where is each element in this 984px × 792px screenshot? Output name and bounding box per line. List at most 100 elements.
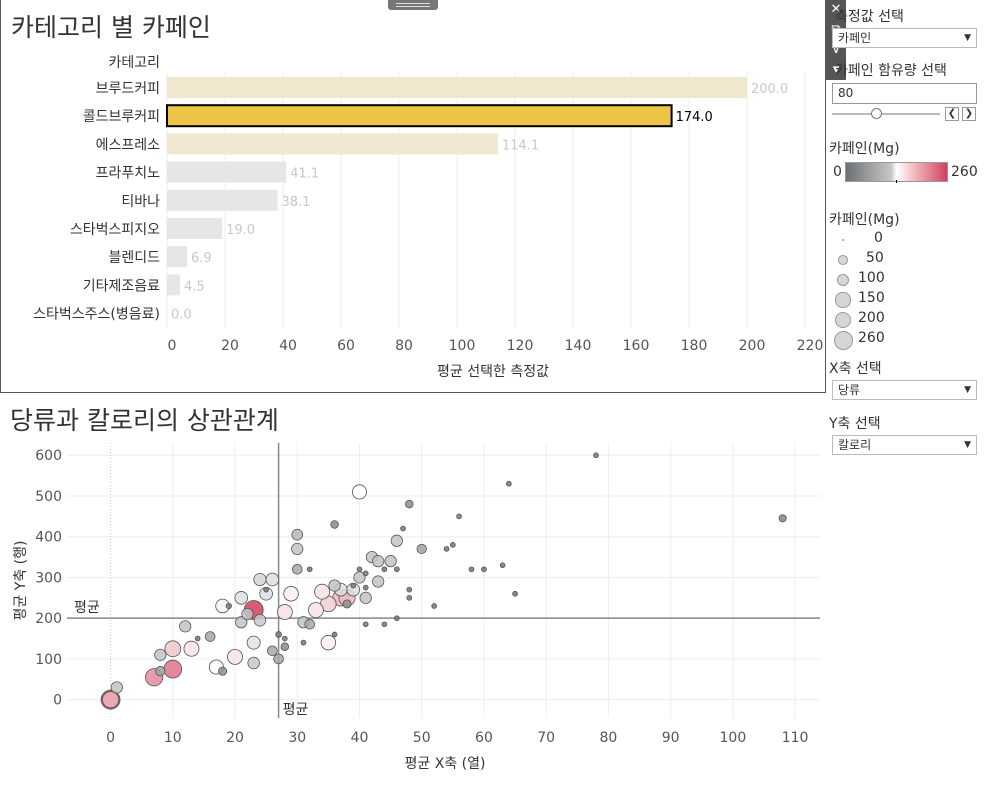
scatter-y-tick-label: 100 (35, 652, 62, 668)
scatter-point (362, 621, 369, 628)
y-axis-dropdown-value: 칼로리 (838, 438, 872, 452)
scatter-point (456, 513, 462, 520)
scatter-point (253, 613, 267, 627)
scatter-y-tick-label: 400 (35, 530, 62, 546)
bar-value-label: 4.5 (184, 279, 205, 294)
scatter-point (512, 590, 518, 597)
bar (166, 104, 673, 128)
size-legend-item: 150 (829, 290, 979, 310)
scatter-chart: 0 100 200 300 400 500 600 0 10 20 30 40 50 60 70 80 90 10… (13, 443, 820, 772)
bar-x-tick-label: 100 (449, 338, 476, 354)
size-legend-value: 0 (874, 230, 883, 246)
scatter-point (506, 480, 512, 487)
bar-x-tick-label: 120 (507, 338, 534, 354)
scatter-point (300, 639, 307, 646)
caffeine-slider-thumb[interactable] (871, 108, 882, 119)
scatter-point (306, 566, 313, 573)
scatter-x-tick-label: 60 (475, 730, 493, 746)
scatter-point (372, 575, 385, 588)
bar-chart: 카테고리 0 20 40 60 80 100 120 140 160 180 200 220 평균 선택한… (33, 55, 824, 380)
scatter-x-tick-label: 20 (226, 730, 244, 746)
scatter-point (241, 608, 254, 621)
bar-category-label: 브루드커피 (96, 81, 160, 97)
scatter-point (265, 572, 280, 587)
scatter-point (183, 640, 200, 657)
scatter-point (235, 616, 248, 629)
scatter-point (443, 546, 450, 552)
scatter-x-tick-label: 30 (288, 730, 306, 746)
scatter-point (154, 648, 167, 661)
scatter-point (593, 452, 599, 459)
drag-handle-icon[interactable] (388, 0, 438, 10)
caffeine-filter-label: 카페인 함유량 선택 (835, 63, 947, 79)
scatter-x-tick-label: 40 (351, 730, 369, 746)
scatter-point (406, 586, 413, 593)
scatter-y-tick-label: 300 (35, 570, 62, 586)
scatter-point (163, 659, 183, 679)
color-legend-max: 260 (951, 164, 978, 180)
scatter-point (390, 534, 403, 547)
color-legend-title: 카페인(Mg) (829, 141, 900, 157)
scatter-point (291, 528, 304, 541)
bar-value-label: 200.0 (751, 82, 788, 97)
chevron-right-icon[interactable]: ❯ (962, 107, 976, 121)
bar-category-label: 콜드브루커피 (83, 109, 160, 125)
size-legend-item: 200 (829, 310, 979, 330)
scatter-point (320, 634, 337, 651)
filter-icon[interactable]: ⊽ (831, 42, 841, 57)
bar-x-tick-label: 220 (797, 338, 824, 354)
scatter-ref-y-label: 평균 (74, 600, 100, 616)
scatter-point (304, 619, 315, 630)
scatter-point (314, 583, 331, 600)
bar-value-label: 38.1 (281, 195, 310, 210)
size-legend-circle (835, 292, 851, 308)
scatter-x-tick-label: 70 (537, 730, 555, 746)
bar-x-tick-label: 60 (337, 338, 355, 354)
scatter-point (247, 656, 260, 670)
bar-category-label: 기타제조음료 (83, 278, 160, 294)
caffeine-filter-input[interactable]: 80 (832, 83, 977, 104)
more-icon[interactable]: ▾ (832, 62, 840, 77)
scatter-point (263, 586, 269, 593)
scatter-point (102, 691, 120, 709)
scatter-x-tick-label: 0 (106, 730, 115, 746)
scatter-point (276, 604, 293, 621)
scatter-point (362, 570, 369, 577)
size-legend-circle (836, 273, 850, 287)
scatter-point (164, 640, 182, 658)
scatter-point (280, 642, 290, 651)
scatter-point (227, 648, 243, 665)
scatter-point (275, 631, 282, 638)
bar-x-tick-label: 80 (395, 338, 413, 354)
scatter-point (273, 653, 284, 665)
bar-x-tick-label: 0 (168, 338, 177, 354)
scatter-point (283, 586, 299, 602)
scatter-point (291, 542, 304, 556)
scatter-point (291, 564, 303, 575)
bar-category-label: 스타벅스피지오 (70, 222, 160, 238)
scatter-point (179, 620, 192, 633)
bar-value-label: 6.9 (191, 251, 212, 266)
x-axis-dropdown[interactable]: 당류 ▼ (832, 380, 977, 400)
measure-label: 측정값 선택 (835, 9, 904, 25)
scatter-point (362, 584, 369, 591)
measure-dropdown[interactable]: 카페인 ▼ (832, 28, 977, 48)
scatter-point (331, 631, 338, 638)
scatter-point (253, 572, 267, 587)
bar-x-tick-label: 140 (565, 338, 592, 354)
close-icon[interactable]: ✕ (830, 2, 842, 17)
scatter-point (393, 615, 400, 622)
scatter-point (778, 514, 787, 523)
scatter-x-tick-label: 110 (782, 730, 809, 746)
caffeine-slider-track[interactable] (832, 113, 940, 115)
scatter-point (359, 591, 372, 604)
chevron-left-icon[interactable]: ❮ (945, 107, 959, 121)
bar (167, 189, 278, 211)
bar-category-label: 티바나 (121, 194, 160, 210)
scatter-point (468, 566, 475, 573)
size-legend-value: 260 (858, 330, 885, 346)
color-legend-tick (896, 180, 897, 183)
scatter-point (155, 666, 166, 677)
scatter-point (449, 542, 456, 548)
y-axis-dropdown[interactable]: 칼로리 ▼ (832, 435, 977, 455)
